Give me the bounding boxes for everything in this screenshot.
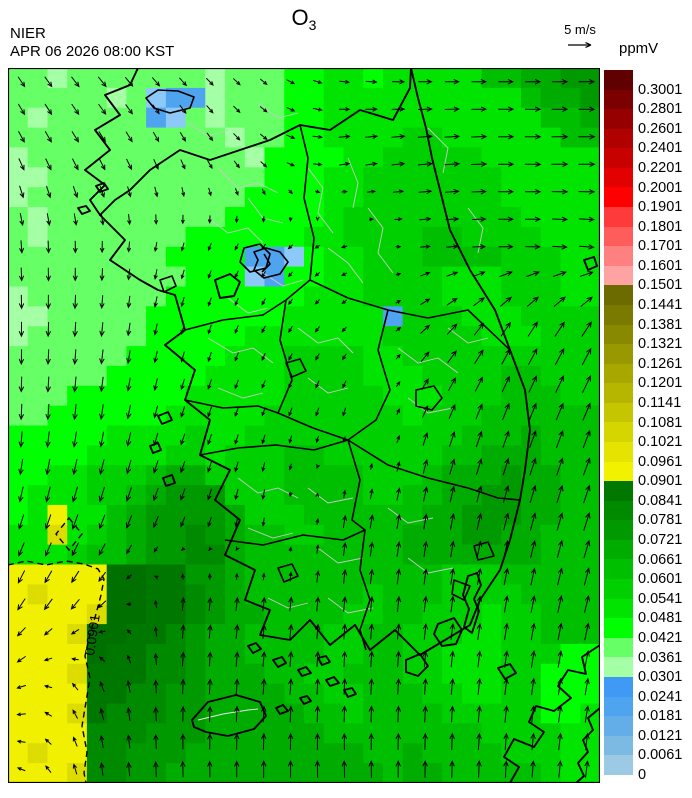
plot-title: O3 — [254, 5, 354, 33]
colorbar-tick-label: 0.0661 — [638, 551, 683, 568]
colorbar-segment — [604, 344, 633, 364]
colorbar-tick-label: 0.2601 — [638, 120, 683, 137]
species-symbol: O — [291, 5, 309, 30]
colorbar-tick-label: 0.1601 — [638, 257, 683, 274]
colorbar-tick-label: 0.1321 — [638, 336, 683, 353]
colorbar-tick-label: 0.0961 — [638, 453, 683, 470]
colorbar-tick-label: 0.2401 — [638, 140, 683, 157]
colorbar-segment — [604, 226, 633, 247]
colorbar-tick-label: 0 — [638, 767, 647, 783]
colorbar-tick-label: 0.1141 — [638, 394, 682, 411]
colorbar-tick-label: 0.0601 — [638, 571, 683, 588]
map-canvas: 0.0901 — [7, 67, 601, 784]
colorbar-tick-label: 0.0721 — [638, 532, 683, 548]
colorbar-tick-label: 0.0121 — [638, 727, 683, 744]
colorbar-segment — [604, 109, 633, 129]
colorbar-segment — [604, 324, 633, 345]
colorbar-segment — [604, 187, 633, 208]
colorbar-segment — [604, 128, 633, 149]
colorbar-tick-label: 0.1901 — [638, 199, 683, 216]
colorbar-tick-label: 0.0301 — [638, 669, 683, 686]
colorbar-segment — [604, 441, 633, 462]
colorbar-segment — [604, 696, 633, 717]
colorbar-tick-label: 0.1701 — [638, 238, 683, 255]
agency-label: NIER — [10, 25, 46, 42]
colorbar-tick-label: 0.1441 — [638, 297, 683, 313]
colorbar-tick-label: 0.0421 — [638, 629, 683, 646]
colorbar-units-label: ppmV — [619, 40, 659, 57]
colorbar-tick-label: 0.1381 — [638, 316, 683, 333]
colorbar-segment — [604, 579, 633, 599]
colorbar-segment — [604, 70, 633, 90]
wind-reference-arrow-icon — [568, 42, 592, 48]
valid-datetime-label: APR 06 2026 08:00 KST — [10, 43, 175, 60]
colorbar-tick-label: 0.0901 — [638, 473, 683, 490]
colorbar-segment — [604, 265, 633, 286]
colorbar-tick-label: 0.3001 — [638, 81, 683, 98]
colorbar-segment — [604, 89, 633, 110]
province-boundaries — [159, 124, 521, 651]
colorbar — [604, 70, 633, 775]
colorbar-tick-label: 0.0481 — [638, 610, 683, 627]
concentration-contour — [7, 516, 105, 784]
map-frame — [7, 67, 601, 784]
colorbar-tick-labels: 0.3001 0.2801 0.2601 0.2401 0.2201 0.2001 0.19… — [638, 70, 692, 783]
colorbar-tick-label: 0.1501 — [638, 277, 683, 294]
colorbar-segment — [604, 148, 633, 168]
colorbar-segment — [604, 402, 633, 423]
colorbar-tick-label: 0.1261 — [638, 355, 683, 372]
colorbar-segment — [604, 246, 633, 266]
wind-reference-label: 5 m/s — [564, 22, 596, 37]
colorbar-segment — [604, 422, 633, 442]
colorbar-tick-label: 0.1801 — [638, 218, 683, 235]
colorbar-segment — [604, 755, 633, 775]
colorbar-tick-label: 0.2001 — [638, 179, 683, 196]
colorbar-tick-label: 0.0361 — [638, 649, 683, 666]
colorbar-segment — [604, 618, 633, 638]
colorbar-segment — [604, 363, 633, 384]
colorbar-segment — [604, 383, 633, 403]
colorbar-segment — [604, 167, 633, 188]
colorbar-tick-label: 0.1081 — [638, 414, 683, 431]
colorbar-segment — [604, 500, 633, 521]
colorbar-segment — [604, 676, 633, 697]
colorbar-tick-label: 0.0541 — [638, 590, 683, 607]
contour-value-label: 0.0901 — [82, 613, 103, 656]
colorbar-tick-label: 0.0061 — [638, 747, 683, 764]
colorbar-tick-label: 0.2801 — [638, 101, 683, 118]
colorbar-tick-label: 0.0841 — [638, 492, 683, 509]
colorbar-segment — [604, 539, 633, 560]
colorbar-tick-label: 0.0781 — [638, 512, 683, 529]
concentration-grid — [8, 68, 601, 784]
colorbar-segment — [604, 637, 633, 658]
colorbar-segment — [604, 285, 633, 305]
colorbar-segment — [604, 735, 633, 756]
colorbar-tick-label: 0.0181 — [638, 708, 683, 725]
lakes — [145, 89, 289, 279]
colorbar-tick-label: 0.0241 — [638, 688, 683, 705]
colorbar-segment — [604, 520, 633, 540]
concentration-map: 0.0901 — [7, 67, 601, 784]
species-subscript: 3 — [308, 17, 317, 33]
colorbar-segment — [604, 559, 633, 580]
colorbar-segment — [604, 304, 633, 325]
wind-arrows — [16, 76, 596, 778]
colorbar-tick-label: 0.2201 — [638, 159, 683, 176]
colorbar-tick-label: 0.1201 — [638, 375, 683, 392]
colorbar-segment — [604, 207, 633, 227]
colorbar-segment — [604, 461, 633, 482]
colorbar-segment — [604, 481, 633, 501]
colorbar-segment — [604, 598, 633, 619]
colorbar-tick-label: 0.1021 — [638, 434, 683, 451]
colorbar-segment — [604, 716, 633, 736]
colorbar-segment — [604, 657, 633, 677]
